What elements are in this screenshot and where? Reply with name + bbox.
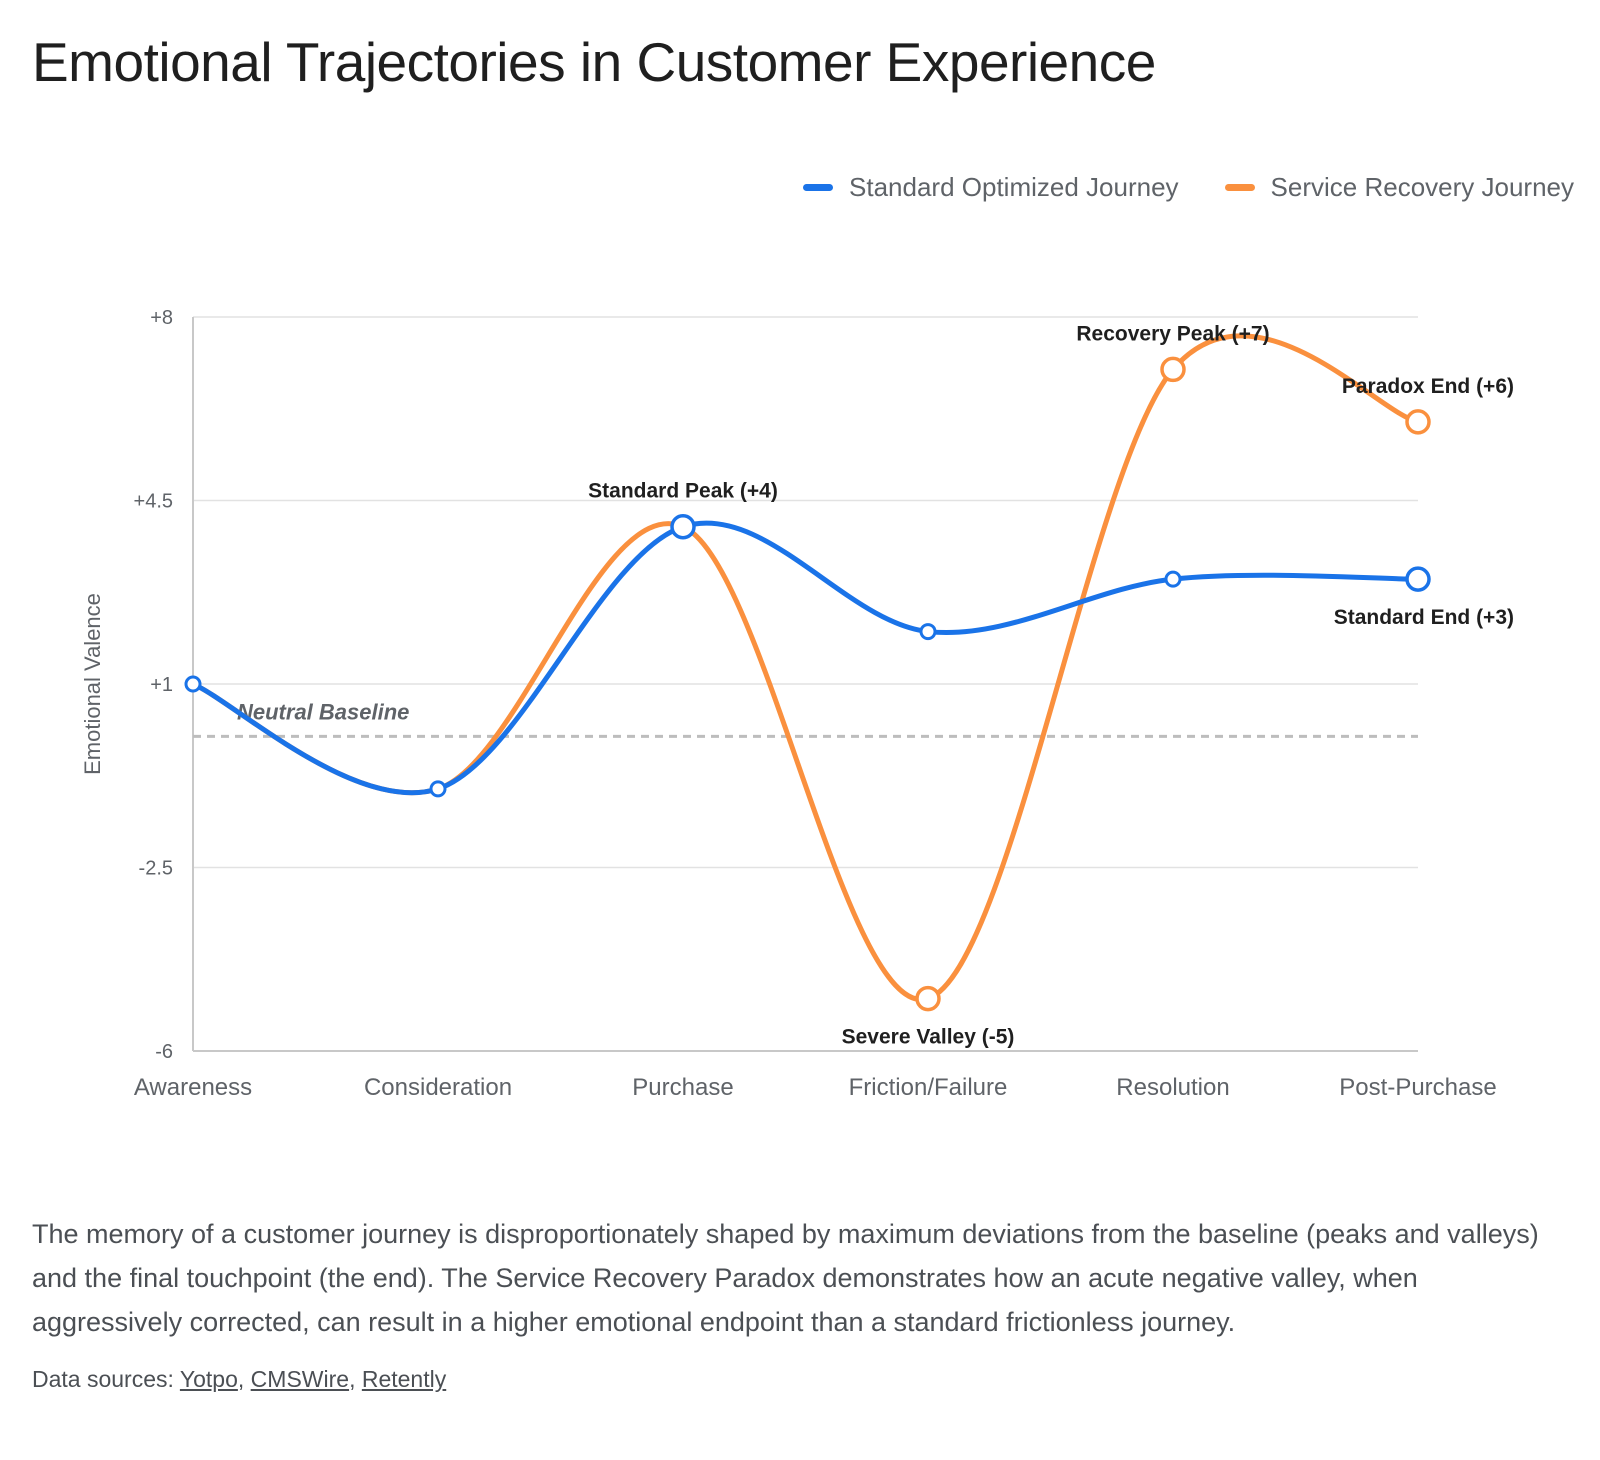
series-line-standard[interactable]	[190, 520, 1421, 796]
data-sources: Data sources: Yotpo, CMSWire, Retently	[32, 1366, 447, 1392]
chart-legend: Standard Optimized Journey Service Recov…	[803, 172, 1574, 203]
y-tick-label: +1	[150, 674, 173, 696]
annotation-layer: Standard Peak (+4) Standard End (+3) Sever…	[588, 322, 1514, 1048]
y-tick-label: -6	[155, 1041, 173, 1063]
line-chart: -6 -2.5 +1 +4.5 +8 Emotional Valence Awareness…	[80, 307, 1514, 1101]
x-tick-label: Post-Purchase	[1339, 1074, 1496, 1101]
y-tick-label: -2.5	[139, 858, 173, 880]
legend-label-standard: Standard Optimized Journey	[849, 172, 1179, 202]
grid-layer	[193, 316, 1418, 1052]
point-annotation: Severe Valley (-5)	[842, 1026, 1015, 1049]
x-tick-label: Consideration	[364, 1074, 512, 1101]
legend-swatch-recovery	[1224, 184, 1255, 191]
x-tick-label: Friction/Failure	[849, 1074, 1008, 1101]
baseline-layer: Neutral Baseline	[193, 699, 1418, 738]
x-tick-label: Awareness	[134, 1074, 252, 1101]
series-line-recovery[interactable]	[190, 333, 1421, 1002]
data-point-standard[interactable]	[1164, 570, 1182, 588]
data-point-standard[interactable]	[184, 675, 202, 693]
legend-label-recovery: Service Recovery Journey	[1270, 172, 1574, 202]
data-point-recovery[interactable]	[915, 985, 941, 1012]
source-link-cmswire[interactable]: CMSWire	[250, 1366, 350, 1392]
point-annotation: Standard End (+3)	[1334, 606, 1514, 629]
point-annotation: Standard Peak (+4)	[588, 480, 778, 503]
legend-item-recovery[interactable]: Service Recovery Journey	[1224, 172, 1574, 203]
point-annotation: Recovery Peak (+7)	[1076, 322, 1269, 345]
source-link-retently[interactable]: Retently	[361, 1366, 447, 1392]
y-tick-label: +4.5	[134, 491, 173, 513]
sources-label: Data sources:	[32, 1366, 174, 1392]
x-tick-label: Resolution	[1116, 1074, 1229, 1101]
source-link-yotpo[interactable]: Yotpo	[179, 1366, 238, 1392]
chart-description: The memory of a customer journey is disp…	[32, 1219, 1539, 1337]
data-point-standard[interactable]	[429, 780, 447, 798]
legend-item-standard[interactable]: Standard Optimized Journey	[803, 172, 1179, 203]
data-point-standard[interactable]	[919, 623, 937, 641]
page-title: Emotional Trajectories in Customer Exper…	[32, 31, 1156, 93]
data-point-recovery[interactable]	[1160, 356, 1186, 383]
y-tick-label: +8	[150, 307, 173, 329]
legend-swatch-standard	[803, 184, 834, 191]
y-axis-title: Emotional Valence	[80, 593, 105, 775]
data-point-standard[interactable]	[1405, 566, 1431, 592]
x-tick-label: Purchase	[632, 1074, 733, 1101]
point-layer	[184, 356, 1431, 1012]
data-point-standard[interactable]	[670, 513, 696, 540]
neutral-baseline-label: Neutral Baseline	[237, 699, 409, 724]
point-annotation: Paradox End (+6)	[1342, 375, 1514, 398]
series-layer	[190, 333, 1421, 1002]
data-point-recovery[interactable]	[1405, 409, 1431, 435]
